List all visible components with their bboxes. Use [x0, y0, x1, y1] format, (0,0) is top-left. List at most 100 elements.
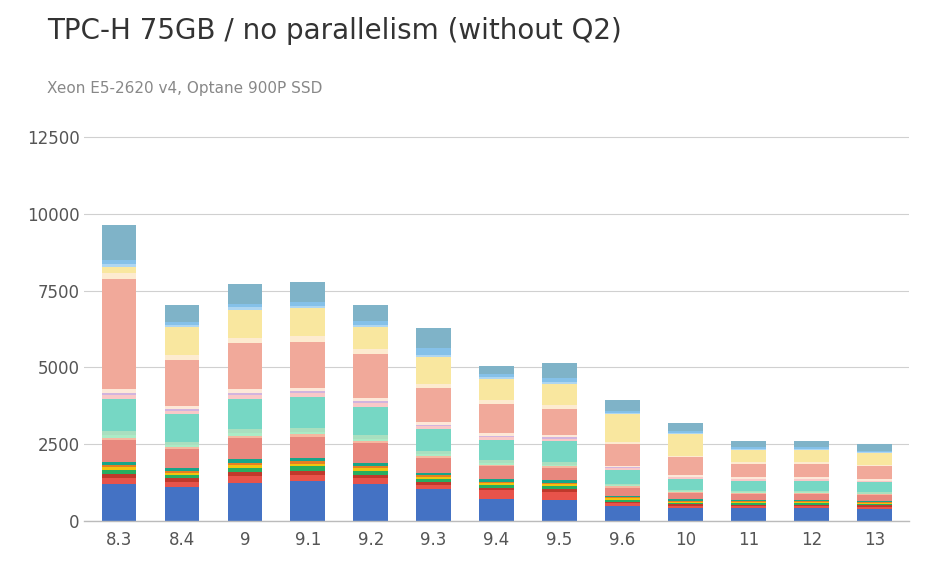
Bar [290, 336, 325, 342]
Bar [479, 433, 513, 435]
Bar [793, 491, 827, 492]
Bar [542, 481, 577, 483]
Bar [101, 478, 136, 484]
Bar [730, 502, 765, 503]
Bar [416, 426, 450, 429]
Bar [353, 305, 388, 321]
Bar [605, 468, 639, 470]
Bar [353, 466, 388, 468]
Bar [479, 479, 513, 482]
Bar [856, 501, 891, 503]
Bar [165, 468, 199, 471]
Bar [605, 499, 639, 500]
Bar [856, 452, 891, 453]
Bar [856, 481, 891, 482]
Bar [290, 481, 325, 521]
Bar [605, 400, 639, 411]
Bar [290, 457, 325, 461]
Bar [730, 504, 765, 506]
Bar [542, 437, 577, 439]
Bar [667, 490, 702, 491]
Bar [227, 465, 262, 468]
Bar [605, 497, 639, 499]
Bar [793, 501, 827, 502]
Bar [479, 464, 513, 466]
Bar [416, 348, 450, 355]
Bar [605, 470, 639, 483]
Bar [416, 477, 450, 479]
Bar [165, 325, 199, 327]
Bar [856, 507, 891, 509]
Bar [165, 355, 199, 360]
Bar [667, 503, 702, 504]
Bar [605, 507, 639, 521]
Bar [479, 374, 513, 377]
Bar [730, 506, 765, 508]
Bar [667, 508, 702, 521]
Bar [416, 479, 450, 482]
Bar [730, 447, 765, 449]
Bar [479, 437, 513, 439]
Bar [165, 475, 199, 478]
Bar [793, 494, 827, 500]
Bar [227, 459, 262, 463]
Bar [290, 428, 325, 432]
Bar [290, 393, 325, 397]
Bar [227, 395, 262, 399]
Bar [542, 486, 577, 489]
Bar [353, 401, 388, 404]
Bar [227, 389, 262, 393]
Bar [605, 467, 639, 468]
Bar [416, 458, 450, 472]
Bar [730, 494, 765, 500]
Bar [667, 456, 702, 457]
Bar [667, 434, 702, 456]
Bar [542, 462, 577, 465]
Bar [856, 505, 891, 507]
Bar [416, 429, 450, 452]
Bar [290, 306, 325, 309]
Bar [605, 442, 639, 445]
Bar [290, 309, 325, 336]
Bar [353, 478, 388, 484]
Bar [479, 404, 513, 433]
Bar [793, 508, 827, 521]
Bar [730, 491, 765, 492]
Bar [290, 434, 325, 437]
Bar [479, 482, 513, 483]
Bar [290, 437, 325, 457]
Bar [667, 493, 702, 500]
Bar [730, 449, 765, 450]
Bar [227, 468, 262, 472]
Bar [730, 503, 765, 504]
Bar [227, 343, 262, 389]
Bar [416, 485, 450, 489]
Bar [605, 485, 639, 486]
Bar [165, 327, 199, 355]
Bar [856, 494, 891, 495]
Bar [101, 440, 136, 462]
Bar [353, 484, 388, 521]
Bar [667, 477, 702, 479]
Bar [542, 435, 577, 437]
Bar [856, 503, 891, 504]
Bar [227, 472, 262, 477]
Bar [856, 509, 891, 521]
Bar [290, 302, 325, 306]
Bar [101, 393, 136, 395]
Bar [730, 441, 765, 447]
Bar [101, 399, 136, 431]
Bar [479, 490, 513, 499]
Bar [605, 501, 639, 503]
Bar [793, 479, 827, 481]
Bar [101, 395, 136, 399]
Bar [856, 479, 891, 481]
Bar [542, 483, 577, 485]
Bar [856, 495, 891, 501]
Bar [605, 503, 639, 507]
Bar [605, 496, 639, 497]
Bar [479, 499, 513, 521]
Bar [227, 477, 262, 483]
Bar [101, 484, 136, 521]
Bar [793, 500, 827, 501]
